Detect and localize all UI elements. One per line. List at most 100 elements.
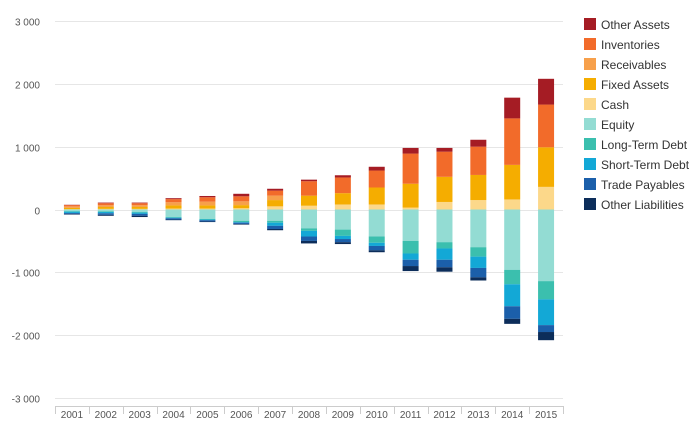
legend-label: Receivables [601,58,666,72]
y-tick-label: 3 000 [15,18,40,29]
legend-item: Short-Term Debt [584,158,690,172]
bar-segment [97,213,114,215]
bar-segment [165,208,182,210]
bar-segment [199,218,216,220]
y-tick-label: -1 000 [12,269,41,280]
bar-segment [538,325,555,333]
bar-segment [470,277,487,281]
bar-segment [165,202,182,206]
bar-segment [233,222,250,223]
bar-segment [368,166,385,171]
bar-segment [165,218,182,220]
bar-segment [402,207,419,210]
bar-segment [436,259,453,268]
bar-segment [233,222,250,224]
bar-segment [538,332,555,341]
bar-segment [334,175,351,178]
bar-segment [538,147,555,187]
legend-swatch [584,198,596,210]
bar-segment [267,188,284,191]
bar-segment [199,205,216,209]
bar-segment [436,209,453,243]
x-tick-label: 2003 [129,410,152,421]
bar-segment [402,183,419,208]
bar-segment [97,203,114,206]
bar-segment [470,139,487,147]
bar-segment [97,209,114,212]
x-tick-label: 2010 [366,410,389,421]
bar-segment [402,209,419,241]
legend-label: Cash [601,98,629,112]
bar-segment [267,228,284,231]
bar-segment [63,213,80,215]
bar-segment [131,202,148,204]
bar-segment [538,209,555,282]
legend-item: Receivables [584,58,666,72]
y-axis-tick-labels: 3 000 2 000 1 000 0 -1 000 -2 000 -3 000 [12,18,41,406]
bar-segment [233,223,250,225]
y-tick-label: 0 [34,207,40,218]
bar-segment [97,206,114,209]
bar-segment [233,220,250,223]
bar-segment [131,212,148,213]
bar-segment [301,181,317,196]
bar-segment [368,209,385,237]
bar-segment [199,195,216,198]
bar-segment [334,239,351,243]
bar-segment [334,193,351,205]
bar-segment [233,205,250,209]
bar-segment [165,217,182,218]
bar-segment [267,206,284,210]
bar-segment [97,214,114,216]
bar-segment [538,299,555,326]
legend-swatch [584,158,596,170]
bar-segment [233,201,250,206]
bar-segment [199,209,216,219]
bar-segment [504,118,521,165]
bar-segment [63,212,80,214]
y-tick-label: 2 000 [15,81,40,92]
legend-label: Trade Payables [601,178,685,192]
bar-segment [267,225,284,229]
bar-segment [165,199,182,203]
bar-segment [470,247,487,257]
x-tick-label: 2006 [230,410,253,421]
bar-segment [199,221,216,223]
bar-segment [504,199,521,210]
bar-segment [368,204,385,210]
bar-segment [199,220,216,222]
bar-segment [436,267,453,272]
bar-segment [334,209,351,230]
bar-segment [504,318,521,324]
bar-segment [267,195,284,201]
bar-segment [199,197,216,202]
bar-segment [267,190,284,196]
bar-segment [538,78,555,105]
bar-segment [301,179,317,182]
bar-segment [131,206,148,209]
bar-segment [199,208,216,210]
bar-segment [402,259,419,267]
x-tick-label: 2007 [264,410,287,421]
bar-segment [267,200,284,207]
bar-segment [504,306,521,319]
bar-segment [63,205,80,207]
x-tick-label: 2013 [467,410,490,421]
legend-item: Other Assets [584,18,670,32]
legend-label: Other Liabilities [601,198,684,212]
bar-segment [97,202,114,204]
legend-label: Fixed Assets [601,78,669,92]
bar-segment [436,248,453,260]
bar-segment [131,208,148,210]
bar-segment [436,151,453,177]
bar-segment [470,174,487,201]
bar-segment [301,205,317,210]
bars [63,78,555,341]
bar-segment [199,219,216,221]
x-tick-label: 2001 [61,410,84,421]
legend-swatch [584,98,596,110]
bar-segment [402,147,419,154]
bar-segment [301,236,317,241]
bar-segment [368,170,385,188]
